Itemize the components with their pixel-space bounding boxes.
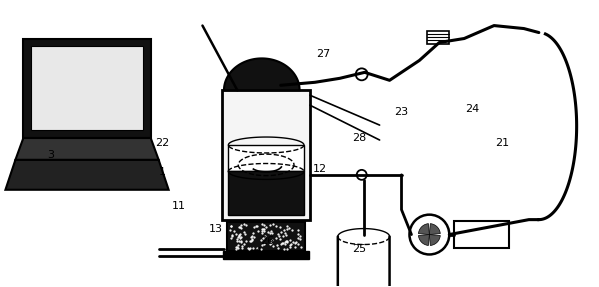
Polygon shape (16, 138, 159, 160)
Circle shape (410, 215, 449, 255)
Polygon shape (228, 171, 304, 215)
Text: 27: 27 (316, 49, 331, 59)
Text: 11: 11 (172, 201, 186, 211)
Text: 23: 23 (394, 107, 408, 117)
Polygon shape (222, 90, 310, 220)
Circle shape (356, 68, 368, 80)
Polygon shape (5, 160, 169, 190)
Text: 21: 21 (495, 139, 509, 148)
Polygon shape (224, 59, 300, 90)
Polygon shape (427, 30, 449, 44)
Text: 28: 28 (352, 133, 366, 143)
Polygon shape (454, 221, 509, 249)
Text: 4: 4 (254, 247, 261, 257)
Polygon shape (419, 224, 429, 234)
Circle shape (357, 170, 367, 180)
Polygon shape (31, 46, 143, 130)
Polygon shape (23, 38, 151, 138)
Polygon shape (429, 234, 440, 245)
Text: 3: 3 (47, 150, 55, 160)
Text: 24: 24 (465, 104, 479, 114)
Text: 12: 12 (313, 164, 328, 174)
Polygon shape (223, 251, 309, 259)
Text: 26: 26 (259, 236, 274, 246)
Text: 13: 13 (209, 224, 223, 234)
Polygon shape (419, 234, 429, 245)
Text: 25: 25 (352, 244, 366, 254)
Polygon shape (429, 224, 440, 234)
Text: 22: 22 (155, 139, 170, 148)
Polygon shape (228, 145, 304, 171)
Polygon shape (228, 222, 305, 251)
Text: 1: 1 (159, 167, 166, 177)
